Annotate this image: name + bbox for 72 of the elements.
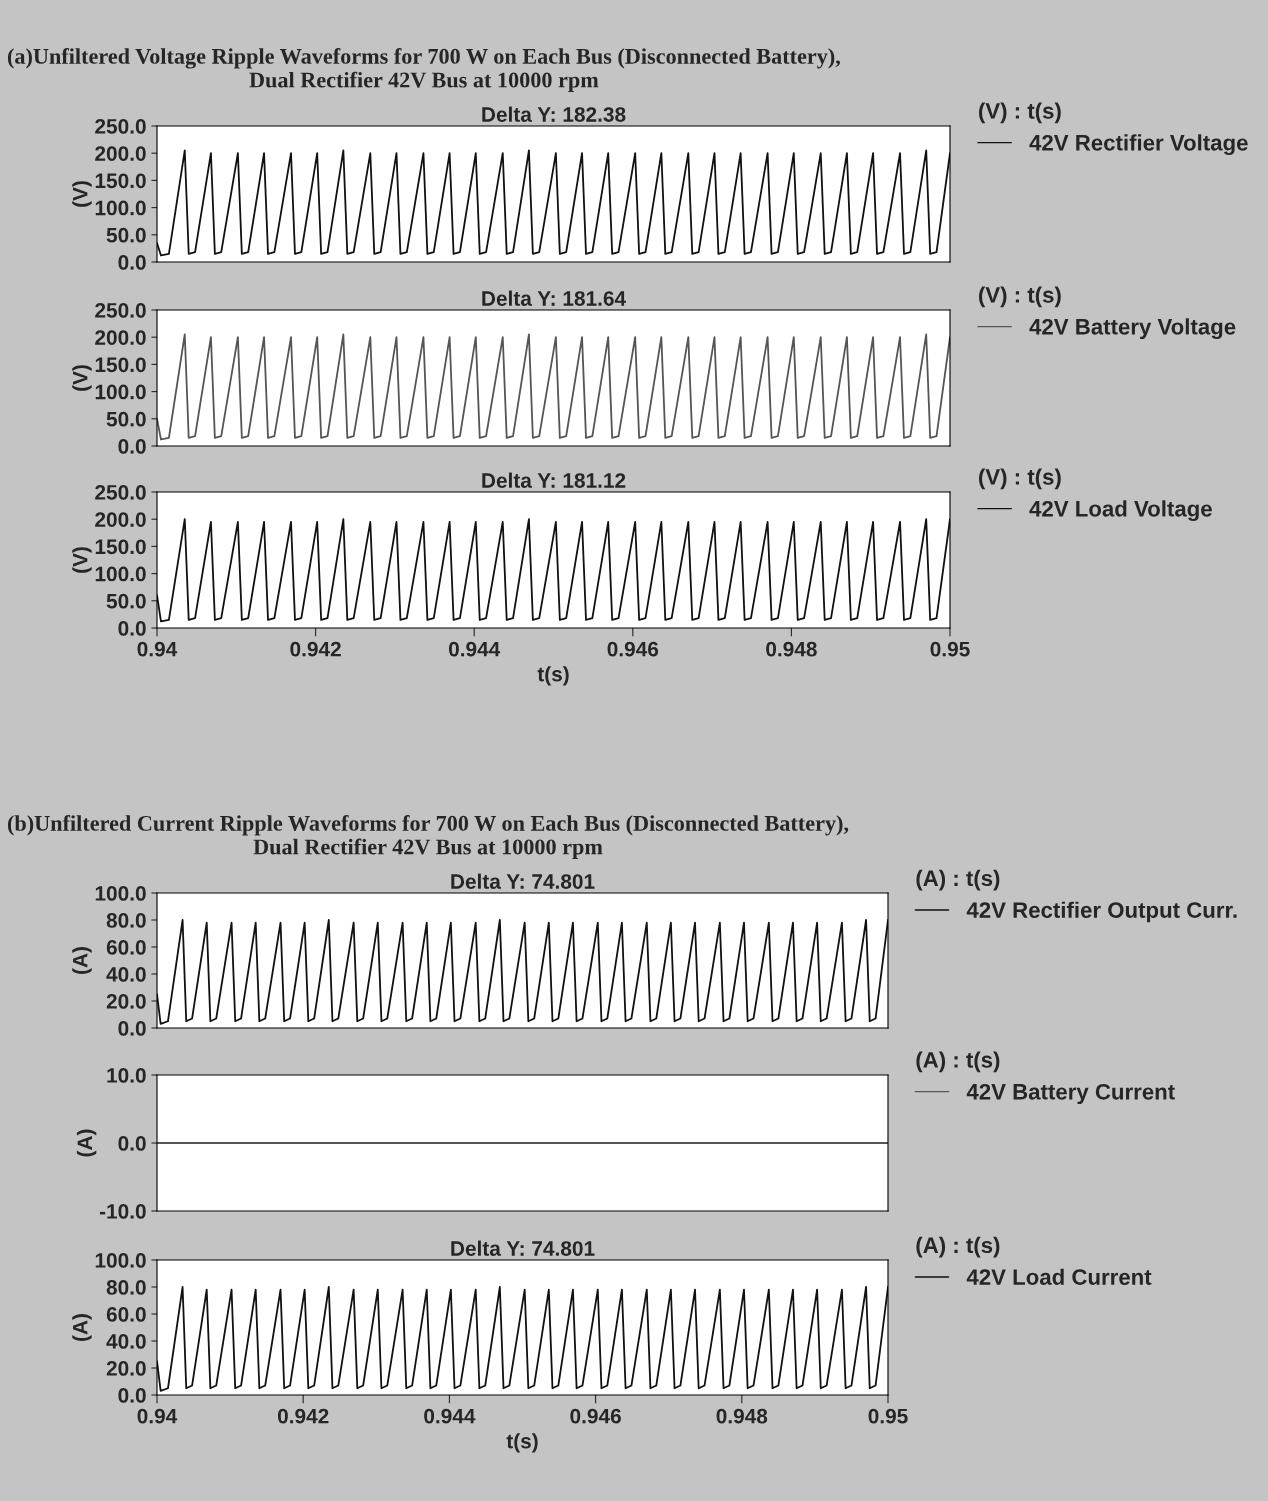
x-axis-title: t(s) — [506, 1433, 538, 1453]
x-axis-title: t(s) — [537, 666, 569, 686]
y-tick-label: 10.0 — [107, 1068, 146, 1083]
x-tick-label: 0.942 — [277, 1408, 329, 1424]
y-axis-title: (V) — [72, 365, 92, 391]
y-tick-label: 0.0 — [118, 1136, 146, 1151]
chart-title: (a)Unfiltered Voltage Ripple Waveforms for 700 W on Each Bus (Disconnected Battery), Dual Rectifier 42V Bus at 10000 rpm — [7, 48, 840, 93]
y-tick-label: 150.0 — [95, 357, 146, 373]
y-axis-title: (A) — [76, 1129, 97, 1157]
legend-label: 42V Load Current — [966, 1268, 1152, 1285]
y-tick-label: 200.0 — [95, 146, 146, 161]
y-tick-label: 80.0 — [106, 1280, 146, 1295]
y-tick-label: 50.0 — [106, 593, 146, 609]
legend-title: (V) : t(s) — [979, 468, 1061, 490]
chart-title: (b)Unfiltered Current Ripple Waveforms for 700 W on Each Bus (Disconnected Battery), Dual Rectifier 42V Bus at 10000 rpm — [7, 815, 849, 859]
x-tick-label: 0.946 — [607, 641, 659, 657]
y-axis-title: (V) — [72, 181, 92, 207]
y-tick-label: 100.0 — [95, 200, 146, 216]
y-tick-label: 60.0 — [106, 1307, 146, 1322]
y-tick-label: 50.0 — [106, 227, 146, 243]
y-tick-label: 250.0 — [95, 303, 146, 318]
y-tick-label: 0.0 — [118, 621, 146, 636]
y-tick-label: 100.0 — [95, 1253, 146, 1268]
legend-label: 42V Rectifier Voltage — [1029, 134, 1248, 156]
y-tick-label: 40.0 — [106, 1334, 146, 1349]
y-tick-label: 20.0 — [106, 994, 146, 1009]
x-tick-label: 0.95 — [868, 1408, 908, 1424]
y-tick-label: 60.0 — [106, 940, 146, 955]
legend-title: (V) : t(s) — [979, 286, 1061, 308]
y-tick-label: 40.0 — [106, 967, 146, 982]
x-tick-label: 0.94 — [137, 641, 178, 657]
y-tick-label: 80.0 — [106, 913, 146, 928]
chart-subtitle: Delta Y: 74.801 — [451, 873, 595, 889]
legend-title: (A) : t(s) — [916, 1236, 1000, 1258]
x-tick-label: 0.95 — [930, 641, 970, 657]
y-tick-label: 200.0 — [95, 512, 146, 527]
legend-title: (A) : t(s) — [916, 869, 1000, 891]
x-tick-label: 0.94 — [137, 1408, 178, 1424]
y-tick-label: 0.0 — [118, 255, 146, 270]
legend-label: 42V Rectifier Output Curr. — [966, 901, 1237, 923]
y-tick-label: 150.0 — [95, 173, 146, 189]
x-tick-label: 0.948 — [716, 1408, 768, 1424]
y-tick-label: 100.0 — [95, 566, 146, 582]
x-tick-label: 0.944 — [448, 641, 501, 657]
y-axis-title: (V) — [72, 547, 92, 573]
x-tick-label: 0.944 — [424, 1408, 476, 1424]
legend-title: (A) : t(s) — [916, 1051, 1000, 1073]
y-tick-label: 50.0 — [106, 411, 146, 427]
chart-subtitle: Delta Y: 182.38 — [482, 106, 626, 122]
y-tick-label: 0.0 — [118, 1388, 146, 1403]
y-tick-label: 100.0 — [95, 886, 146, 901]
x-tick-label: 0.946 — [570, 1408, 621, 1424]
legend-label: 42V Battery Current — [966, 1083, 1175, 1105]
y-tick-label: 200.0 — [95, 330, 146, 345]
y-tick-label: 150.0 — [95, 539, 146, 555]
legend-label: 42V Battery Voltage — [1029, 318, 1236, 340]
chart-subtitle: Delta Y: 181.64 — [482, 290, 626, 306]
y-tick-label: 250.0 — [95, 119, 146, 134]
x-tick-label: 0.942 — [290, 641, 341, 657]
y-tick-label: 0.0 — [118, 439, 146, 454]
y-tick-label: -10.0 — [99, 1204, 146, 1219]
chart-subtitle: Delta Y: 181.12 — [482, 472, 626, 488]
legend-label: 42V Load Voltage — [1029, 500, 1212, 522]
y-tick-label: 0.0 — [118, 1021, 146, 1036]
x-tick-label: 0.948 — [766, 641, 817, 657]
y-axis-title: (A) — [72, 1314, 92, 1341]
legend-title: (V) : t(s) — [979, 102, 1061, 124]
y-tick-label: 20.0 — [106, 1361, 146, 1376]
chart-subtitle: Delta Y: 74.801 — [451, 1240, 595, 1256]
y-tick-label: 100.0 — [95, 384, 146, 400]
y-tick-label: 250.0 — [95, 485, 146, 500]
y-axis-title: (A) — [72, 947, 92, 974]
